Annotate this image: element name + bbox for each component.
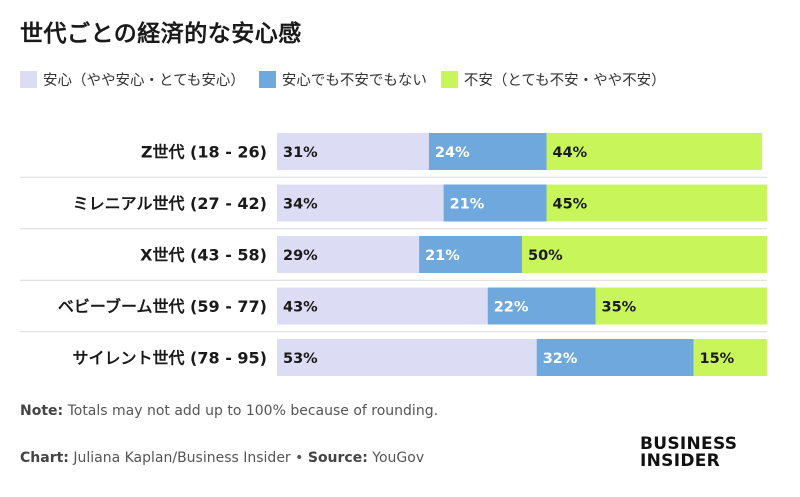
chart-source: Chart: Juliana Kaplan/Business Insider •… [20,450,424,466]
bar-segment [595,287,767,325]
bar-segment [522,236,767,273]
legend-item-insecure: 不安（とても不安・やや不安） [440,69,666,90]
bar-segment [487,287,596,325]
bar-segment [277,287,488,325]
bar-segment [443,184,547,222]
data-label: 29% [283,248,318,264]
category-label: ミレニアル世代 (27 - 42) [73,194,267,213]
legend-swatch-neutral [258,71,276,88]
legend-item-secure: 安心（やや安心・とても安心） [20,69,245,90]
bar-segment [277,339,537,376]
legend-label-insecure: 不安（とても不安・やや不安） [463,73,666,89]
legend-swatch-secure [20,71,37,88]
data-label: 45% [553,197,588,213]
bar-segment [536,339,694,376]
chart-title: 世代ごとの経済的な安心感 [20,21,302,47]
bar-segment [419,236,522,273]
category-label: Z世代 (18 - 26) [141,143,267,162]
chart-credit-label: Chart: [20,450,69,466]
data-label: 22% [494,300,529,316]
data-label: 21% [450,197,485,213]
bar-segment [277,184,444,222]
legend-label-secure: 安心（やや安心・とても安心） [43,73,245,89]
data-label: 34% [283,197,318,213]
data-label: 21% [425,248,460,264]
source-label: Source: [307,450,368,466]
bar-segment [546,184,767,222]
chart-credit-text: Juliana Kaplan/Business Insider • [68,450,308,466]
note-text: Totals may not add up to 100% because of… [63,403,439,419]
data-label: 32% [543,351,578,367]
data-label: 15% [700,351,735,367]
source-text: YouGov [367,450,425,466]
category-label: ベビーブーム世代 (59 - 77) [58,297,267,316]
bar-segment [693,339,767,376]
bar-segment [277,236,420,273]
business-insider-logo: BUSINESS INSIDER [640,436,780,470]
chart-note: Note: Totals may not add up to 100% beca… [20,403,438,419]
data-label: 44% [553,145,588,161]
legend-label-neutral: 安心でも不安でもない [281,73,427,89]
data-label: 50% [528,248,563,264]
bar-segment [428,133,547,170]
legend-item-neutral: 安心でも不安でもない [258,69,427,90]
note-label: Note: [20,403,64,419]
data-label: 43% [283,300,318,316]
legend-swatch-insecure [440,71,458,88]
legend: 安心（やや安心・とても安心） 安心でも不安でもない 不安（とても不安・やや不安） [20,69,680,90]
bar-segment [546,133,763,170]
data-label: 35% [602,300,637,316]
logo-line-2: INSIDER [640,451,721,471]
data-label: 31% [283,145,318,161]
data-label: 24% [435,145,470,161]
category-label: サイレント世代 (78 - 95) [72,349,267,368]
logo-line-1: BUSINESS [640,434,738,454]
data-label: 53% [283,351,318,367]
category-label: X世代 (43 - 58) [140,246,267,265]
bar-segment [277,133,429,170]
